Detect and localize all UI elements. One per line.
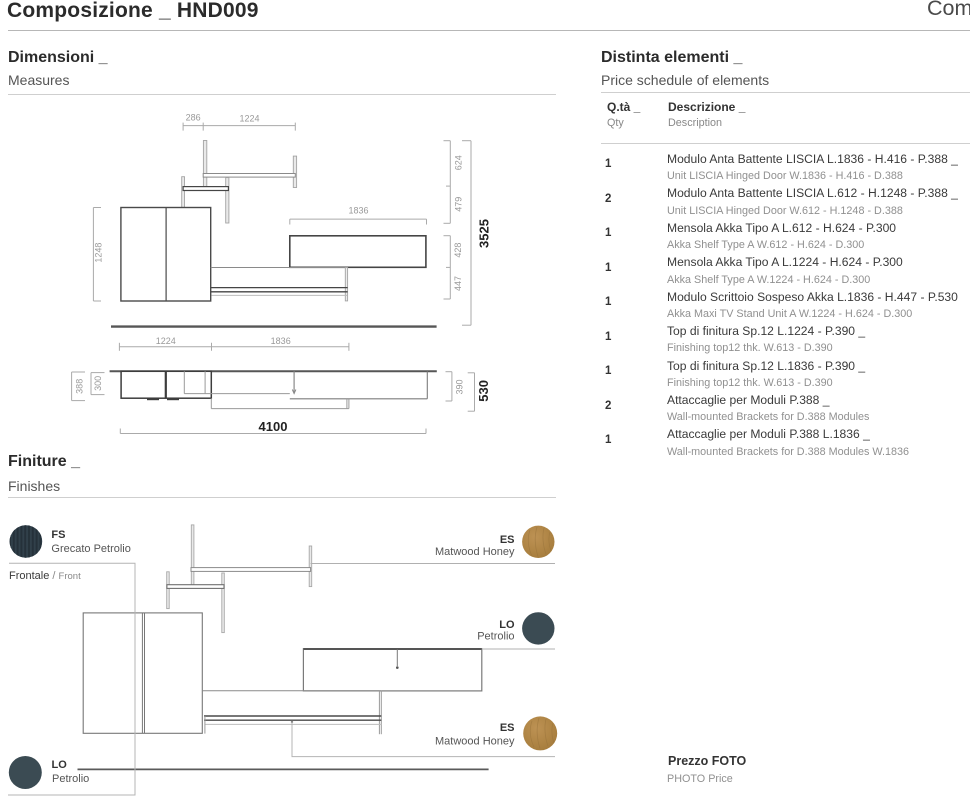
svg-text:Petrolio: Petrolio [52,773,89,785]
svg-text:1224: 1224 [156,336,176,346]
svg-text:ES: ES [500,722,515,734]
svg-text:LO: LO [499,619,515,631]
svg-text:LO: LO [52,759,68,771]
svg-text:428: 428 [453,243,463,258]
svg-text:3525: 3525 [477,219,492,248]
svg-text:479: 479 [454,197,464,212]
svg-text:1836: 1836 [348,205,368,215]
svg-text:ES: ES [500,534,515,546]
svg-text:1836: 1836 [271,336,291,346]
svg-text:1224: 1224 [239,114,259,124]
svg-text:286: 286 [186,113,201,123]
svg-text:624: 624 [454,155,464,170]
svg-text:Matwood Honey: Matwood Honey [435,735,515,747]
svg-text:4100: 4100 [259,419,288,434]
svg-text:FS: FS [51,529,65,541]
svg-text:388: 388 [74,379,84,394]
svg-text:Matwood Honey: Matwood Honey [435,546,515,558]
svg-text:390: 390 [454,379,464,394]
svg-text:1248: 1248 [93,243,103,263]
svg-text:Petrolio: Petrolio [477,631,514,643]
svg-text:Grecato Petrolio: Grecato Petrolio [51,543,130,555]
svg-text:447: 447 [453,276,463,291]
svg-text:530: 530 [476,380,491,402]
svg-text:300: 300 [93,376,103,391]
svg-text:Frontale / Front: Frontale / Front [9,570,81,582]
